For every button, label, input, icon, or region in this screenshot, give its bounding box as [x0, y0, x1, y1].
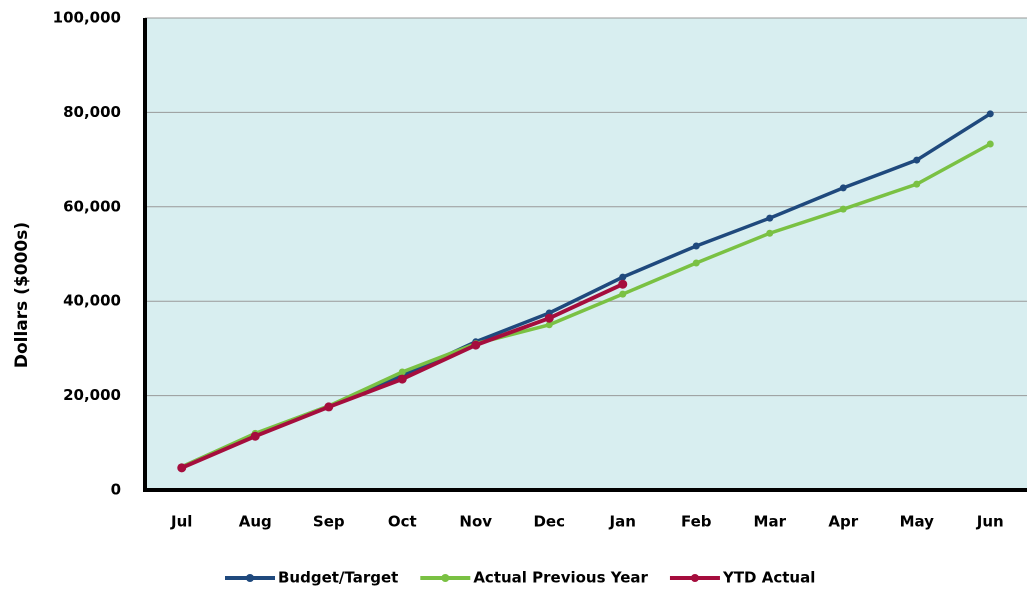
x-tick-label: Jun: [976, 513, 1004, 531]
plot-area: [145, 18, 1027, 490]
x-tick-label: Jan: [609, 513, 636, 531]
y-tick-label: 40,000: [63, 292, 121, 310]
legend: Budget/Target Actual Previous Year YTD Act…: [225, 569, 815, 587]
data-point: [397, 374, 407, 384]
data-point: [839, 184, 847, 192]
data-point: [177, 463, 187, 473]
y-tick-label: 100,000: [53, 9, 121, 27]
legend-marker: [690, 574, 699, 582]
x-tick-label: Apr: [828, 513, 858, 531]
legend-label: Budget/Target: [278, 569, 398, 587]
data-point: [986, 110, 994, 118]
data-point: [766, 229, 774, 237]
data-point: [545, 321, 553, 329]
x-tick-label: Mar: [754, 513, 787, 531]
data-point: [619, 290, 627, 298]
data-point: [324, 402, 334, 412]
legend-label: Actual Previous Year: [473, 569, 648, 587]
data-point: [471, 340, 481, 350]
data-point: [986, 140, 994, 148]
x-tick-label: Feb: [681, 513, 712, 531]
y-tick-label: 60,000: [63, 197, 121, 215]
data-point: [619, 273, 627, 281]
data-point: [766, 214, 774, 222]
data-point: [618, 279, 628, 289]
legend-marker: [441, 574, 450, 582]
x-tick-label: Dec: [533, 513, 565, 531]
legend-marker: [246, 574, 254, 582]
x-tick-label: Oct: [388, 513, 417, 531]
x-tick-label: Aug: [239, 513, 272, 531]
y-tick-label: 0: [111, 481, 121, 499]
x-tick-label: Jul: [170, 513, 192, 531]
data-point: [692, 259, 700, 267]
y-tick-label: 80,000: [63, 103, 121, 121]
x-tick-label: Nov: [459, 513, 492, 531]
x-tick-label: Sep: [313, 513, 345, 531]
data-point: [544, 313, 554, 323]
x-tick-label: May: [900, 513, 935, 531]
y-tick-label: 20,000: [63, 386, 121, 404]
y-axis-label: Dollars ($000s): [12, 222, 32, 368]
data-point: [692, 242, 700, 250]
data-point: [398, 368, 406, 376]
data-point: [913, 180, 921, 188]
data-point: [250, 431, 260, 441]
data-point: [913, 156, 921, 164]
data-point: [839, 205, 847, 213]
legend-label: YTD Actual: [722, 569, 815, 587]
